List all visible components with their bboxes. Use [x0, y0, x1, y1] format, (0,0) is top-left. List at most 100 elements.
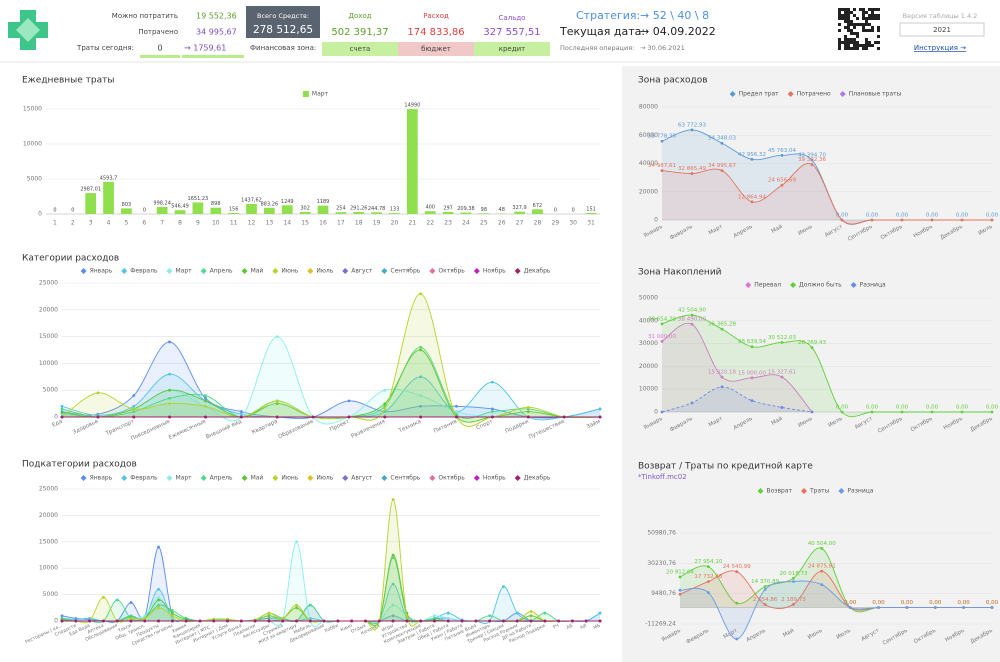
button-bg	[474, 42, 550, 56]
qr-cell	[868, 41, 871, 44]
bar	[585, 212, 597, 214]
series-line	[661, 322, 813, 413]
bar	[424, 211, 436, 214]
x-tick-label: 15	[301, 220, 309, 227]
point	[877, 606, 880, 609]
qr-cell	[850, 29, 853, 32]
series-line	[661, 314, 992, 418]
legend: Перевал Должно быть Разница	[745, 282, 886, 289]
y-tick-label: 30000	[639, 340, 658, 347]
qr-cell	[865, 47, 868, 50]
value-label: 244,78	[368, 206, 386, 212]
qr-cell	[844, 35, 847, 38]
value-label: 0	[143, 208, 146, 214]
x-tick-label: Еда	[51, 419, 63, 429]
point	[735, 601, 739, 605]
legend-label: Март	[312, 91, 329, 98]
point	[460, 619, 464, 623]
qr-cell	[844, 8, 847, 11]
qr-cell	[859, 8, 862, 11]
value-label: 28 639,54	[738, 339, 766, 345]
value-label: 45 763,04	[768, 148, 796, 154]
bar	[85, 193, 97, 214]
value-label: 0,00	[986, 405, 999, 411]
point	[750, 399, 754, 402]
series-line	[661, 163, 992, 225]
chart-subtitle: *Tinkoff.mc02	[638, 473, 687, 481]
point	[820, 569, 824, 573]
qr-cell	[853, 23, 856, 26]
value-label: 0	[572, 208, 575, 214]
x-tick-label: 10	[212, 220, 220, 227]
point	[720, 141, 724, 145]
instructions-link[interactable]: Инструкция →	[914, 44, 966, 52]
value-label: 38 654,29	[648, 316, 676, 322]
point	[267, 614, 271, 618]
area-fill	[62, 341, 600, 419]
point	[720, 327, 724, 331]
legend-label: Апрель	[210, 475, 233, 482]
x-tick-label: 24	[462, 220, 470, 227]
value-label: 30 522,03	[768, 335, 796, 341]
qr-cell	[877, 14, 880, 17]
value-label: 1189	[317, 199, 330, 205]
value-label: 1249	[281, 199, 294, 205]
point	[60, 411, 64, 415]
x-tick-label: 25	[480, 220, 488, 227]
series-line	[62, 499, 600, 631]
legend-label: Июнь	[281, 268, 298, 275]
legend-marker	[429, 475, 436, 481]
value-label: 34 995,67	[708, 163, 736, 169]
area-fill	[62, 349, 600, 423]
point	[571, 619, 574, 623]
y-tick-label: 10000	[639, 386, 658, 393]
value-label: 1437,62	[241, 197, 262, 203]
qr-cell	[877, 35, 880, 38]
x-tick-label: 16	[319, 220, 327, 227]
value-label: 27 954,10	[694, 559, 722, 565]
value-label: 14 370,89	[751, 579, 779, 585]
chart-title: Возврат / Траты по кредитной карте	[638, 462, 813, 472]
qr-cell	[877, 26, 880, 29]
value-label: 0,00	[844, 600, 857, 606]
y-tick-label: 50000	[639, 295, 658, 302]
point	[295, 619, 298, 623]
point	[990, 410, 994, 414]
point	[96, 415, 100, 419]
point	[840, 410, 844, 414]
value-label: 14990	[404, 103, 420, 109]
year[interactable]: 2021	[933, 26, 951, 34]
legend-label: Май	[251, 475, 264, 482]
point	[474, 619, 478, 623]
point	[900, 410, 904, 414]
point	[750, 200, 754, 204]
button-bg	[398, 42, 474, 56]
point	[446, 616, 450, 620]
area-fill	[680, 580, 992, 640]
point	[930, 410, 934, 414]
bar	[514, 211, 525, 214]
expense: 174 833,86	[407, 27, 464, 38]
point	[455, 410, 458, 414]
x-tick-label: Внешний вид	[205, 418, 243, 441]
budget-button[interactable]: бюджет	[421, 45, 451, 53]
legend-marker	[787, 91, 794, 97]
value-label: 0,00	[926, 213, 939, 219]
qr-cell	[847, 20, 850, 23]
credit-button[interactable]: кредит	[499, 45, 525, 53]
point	[515, 611, 519, 615]
accounts-button[interactable]: счета	[350, 45, 371, 53]
qr-cell	[850, 20, 853, 23]
y-tick-label: 0	[54, 618, 58, 625]
balance-label: Сальдо	[499, 14, 526, 22]
qr-cell	[856, 41, 859, 44]
qr-cell	[868, 17, 871, 20]
x-tick-label: 6	[142, 220, 146, 227]
value-label: 0,00	[986, 600, 999, 606]
y-tick-label: 25000	[39, 280, 58, 287]
point	[267, 619, 271, 623]
qr-cell	[856, 17, 859, 20]
y-tick-label: 15000	[23, 106, 42, 113]
today-total: → 1759,61	[184, 44, 226, 53]
point	[446, 611, 450, 615]
